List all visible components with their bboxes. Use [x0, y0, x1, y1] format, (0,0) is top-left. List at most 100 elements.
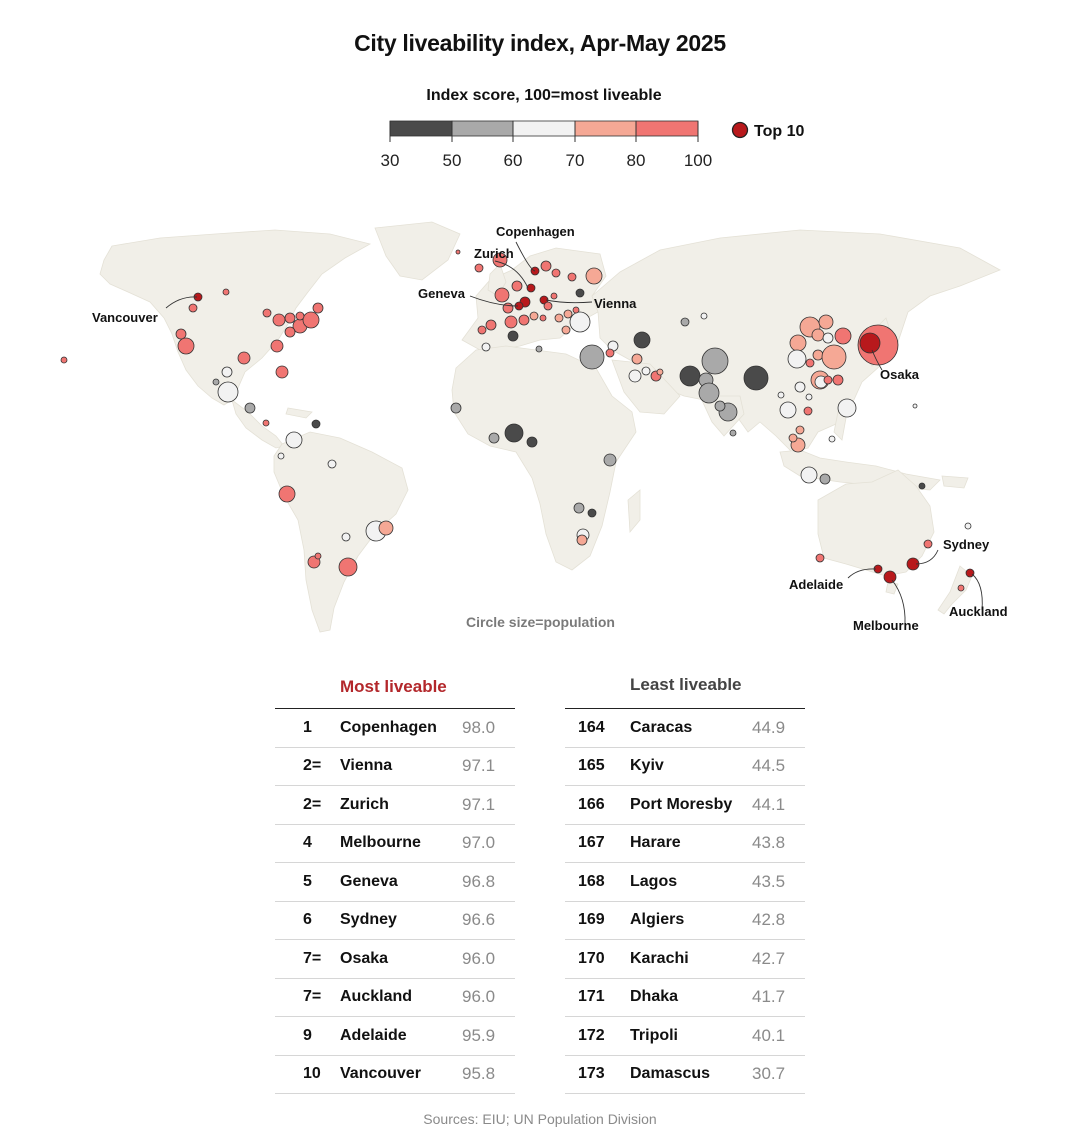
leader-line	[871, 349, 883, 371]
city-circle	[579, 344, 605, 370]
city-circle	[587, 508, 597, 518]
city-circle	[262, 419, 270, 427]
table-row: 7= Auckland 96.0	[275, 979, 515, 1017]
city-circle	[518, 314, 530, 326]
city-circle	[221, 366, 233, 378]
city-circle	[507, 330, 519, 342]
city-label-osaka: Osaka	[880, 367, 920, 382]
city-label-geneva: Geneva	[418, 286, 466, 301]
city-circle	[795, 425, 805, 435]
city-cell: Copenhagen	[340, 718, 437, 736]
city-circle	[543, 301, 553, 311]
city-circle	[605, 348, 615, 358]
city-circle	[819, 473, 831, 485]
city-cell: Port Moresby	[630, 795, 733, 813]
table-row: 172 Tripoli 40.1	[565, 1017, 805, 1056]
city-circle	[511, 280, 523, 292]
city-circle	[295, 311, 305, 321]
city-circle	[965, 568, 975, 578]
city-circle	[60, 356, 68, 364]
city-circle	[631, 353, 643, 365]
city-cell: Algiers	[630, 911, 685, 929]
source-note: Sources: EIU; UN Population Division	[423, 1111, 657, 1127]
city-circle	[314, 552, 322, 560]
city-circle	[485, 319, 497, 331]
score-cell: 43.8	[752, 833, 786, 853]
city-circle	[312, 302, 324, 314]
score-cell: 30.7	[752, 1064, 786, 1084]
city-circle	[455, 249, 461, 255]
score-cell: 95.8	[462, 1064, 496, 1084]
city-circle	[912, 403, 918, 409]
city-circle	[628, 369, 642, 383]
rank-cell: 2=	[303, 757, 322, 775]
city-cell: Osaka	[340, 949, 389, 967]
city-cell: Adelaide	[340, 1026, 407, 1044]
city-circle	[551, 268, 561, 278]
leader-line	[165, 296, 198, 309]
city-circle	[327, 459, 337, 469]
city-circle	[777, 391, 785, 399]
city-circle	[641, 366, 651, 376]
leader-line	[515, 241, 536, 272]
table-row: 4 Melbourne 97.0	[275, 825, 515, 863]
rank-cell: 172	[578, 1026, 605, 1044]
city-circle	[633, 331, 651, 349]
city-circle	[285, 431, 303, 449]
score-cell: 97.1	[462, 756, 496, 776]
city-circle	[821, 344, 847, 370]
city-circle	[529, 311, 539, 321]
city-circle	[554, 313, 564, 323]
city-circle	[504, 423, 524, 443]
leader-line	[915, 549, 939, 565]
city-circle	[572, 306, 580, 314]
city-circle	[656, 368, 664, 376]
score-cell: 97.1	[462, 794, 496, 814]
city-circle	[680, 317, 690, 327]
city-circle	[188, 303, 198, 313]
circle-size-note: Circle size=population	[466, 614, 615, 630]
score-cell: 96.6	[462, 910, 496, 930]
table-row: 165 Kyiv 44.5	[565, 748, 805, 786]
table-row: 167 Harare 43.8	[565, 825, 805, 863]
city-circle	[918, 482, 926, 490]
city-circle	[700, 312, 708, 320]
city-circle	[177, 337, 195, 355]
city-circles	[60, 249, 975, 592]
rank-cell: 7=	[303, 949, 322, 967]
city-cell: Melbourne	[340, 834, 421, 852]
score-cell: 97.0	[462, 833, 496, 853]
city-circle	[805, 393, 813, 401]
city-circle	[698, 382, 720, 404]
city-cell: Lagos	[630, 872, 678, 890]
rank-cell: 6	[303, 911, 312, 929]
city-label-sydney: Sydney	[943, 537, 990, 552]
city-label-melbourne: Melbourne	[853, 618, 919, 633]
rank-cell: 4	[303, 834, 312, 852]
city-circle	[539, 314, 547, 322]
score-cell: 98.0	[462, 717, 496, 737]
legend-bin	[389, 120, 453, 137]
world-map: Copenhagen Zurich Geneva Vienna Vancouver Osa…	[60, 221, 1008, 633]
city-circle	[277, 452, 285, 460]
city-circle	[800, 466, 818, 484]
city-cell: Kyiv	[630, 757, 664, 775]
city-cell: Geneva	[340, 872, 398, 890]
city-circle	[815, 553, 825, 563]
city-cell: Caracas	[630, 718, 693, 736]
city-circle	[341, 532, 351, 542]
city-circle	[714, 400, 726, 412]
legend-bin	[635, 120, 699, 137]
city-circle	[822, 332, 834, 344]
table-row: 1 Copenhagen 98.0	[275, 709, 515, 748]
score-cell: 96.8	[462, 871, 496, 891]
city-circle	[270, 339, 284, 353]
legend-bin	[512, 120, 576, 137]
city-circle	[794, 381, 806, 393]
leader-line	[847, 568, 877, 579]
leader-line	[971, 573, 983, 611]
rank-cell: 1	[303, 718, 312, 736]
city-circle	[832, 374, 844, 386]
rank-cell: 168	[578, 872, 605, 890]
city-label-auckland: Auckland	[949, 604, 1008, 619]
